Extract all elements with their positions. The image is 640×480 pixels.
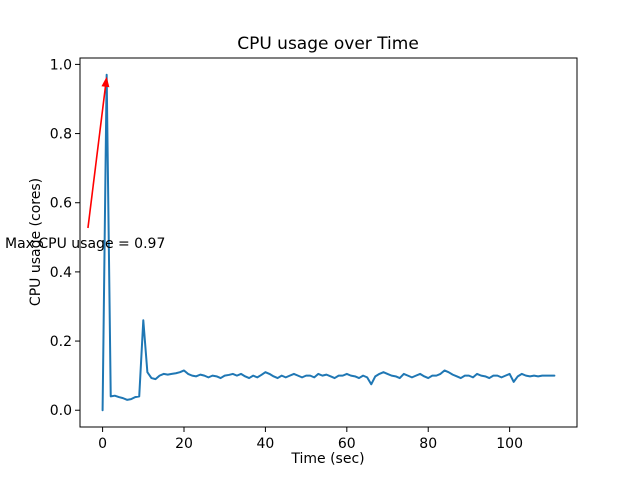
x-tick-label: 0 [98, 436, 107, 452]
x-tick-label: 60 [338, 436, 356, 452]
x-tick-label: 80 [419, 436, 437, 452]
y-tick-label: 0.4 [50, 265, 72, 281]
y-axis-label: CPU usage (cores) [28, 178, 44, 306]
x-axis-label: Time (sec) [290, 451, 364, 467]
y-tick-label: 0.0 [50, 403, 72, 419]
annotation-arrow-shaft [87, 80, 107, 229]
x-tick-label: 100 [496, 436, 523, 452]
annotation-arrow-head [101, 76, 110, 88]
y-tick-label: 0.6 [50, 196, 72, 212]
y-tick-label: 0.8 [50, 127, 72, 143]
y-tick-label: 1.0 [50, 57, 72, 73]
x-tick-label: 40 [256, 436, 274, 452]
cpu-usage-line [101, 73, 556, 412]
axes-spines [79, 57, 578, 428]
chart-title: CPU usage over Time [237, 34, 419, 54]
y-tick-label: 0.2 [50, 334, 72, 350]
x-tick-label: 20 [175, 436, 193, 452]
plot-area [80, 58, 577, 427]
chart-dynamic-layer: 0 20 40 60 80 100 0.0 0.2 0.4 0.6 0.8 1.0 [50, 57, 556, 452]
max-cpu-annotation-text: Max CPU usage = 0.97 [5, 236, 165, 252]
